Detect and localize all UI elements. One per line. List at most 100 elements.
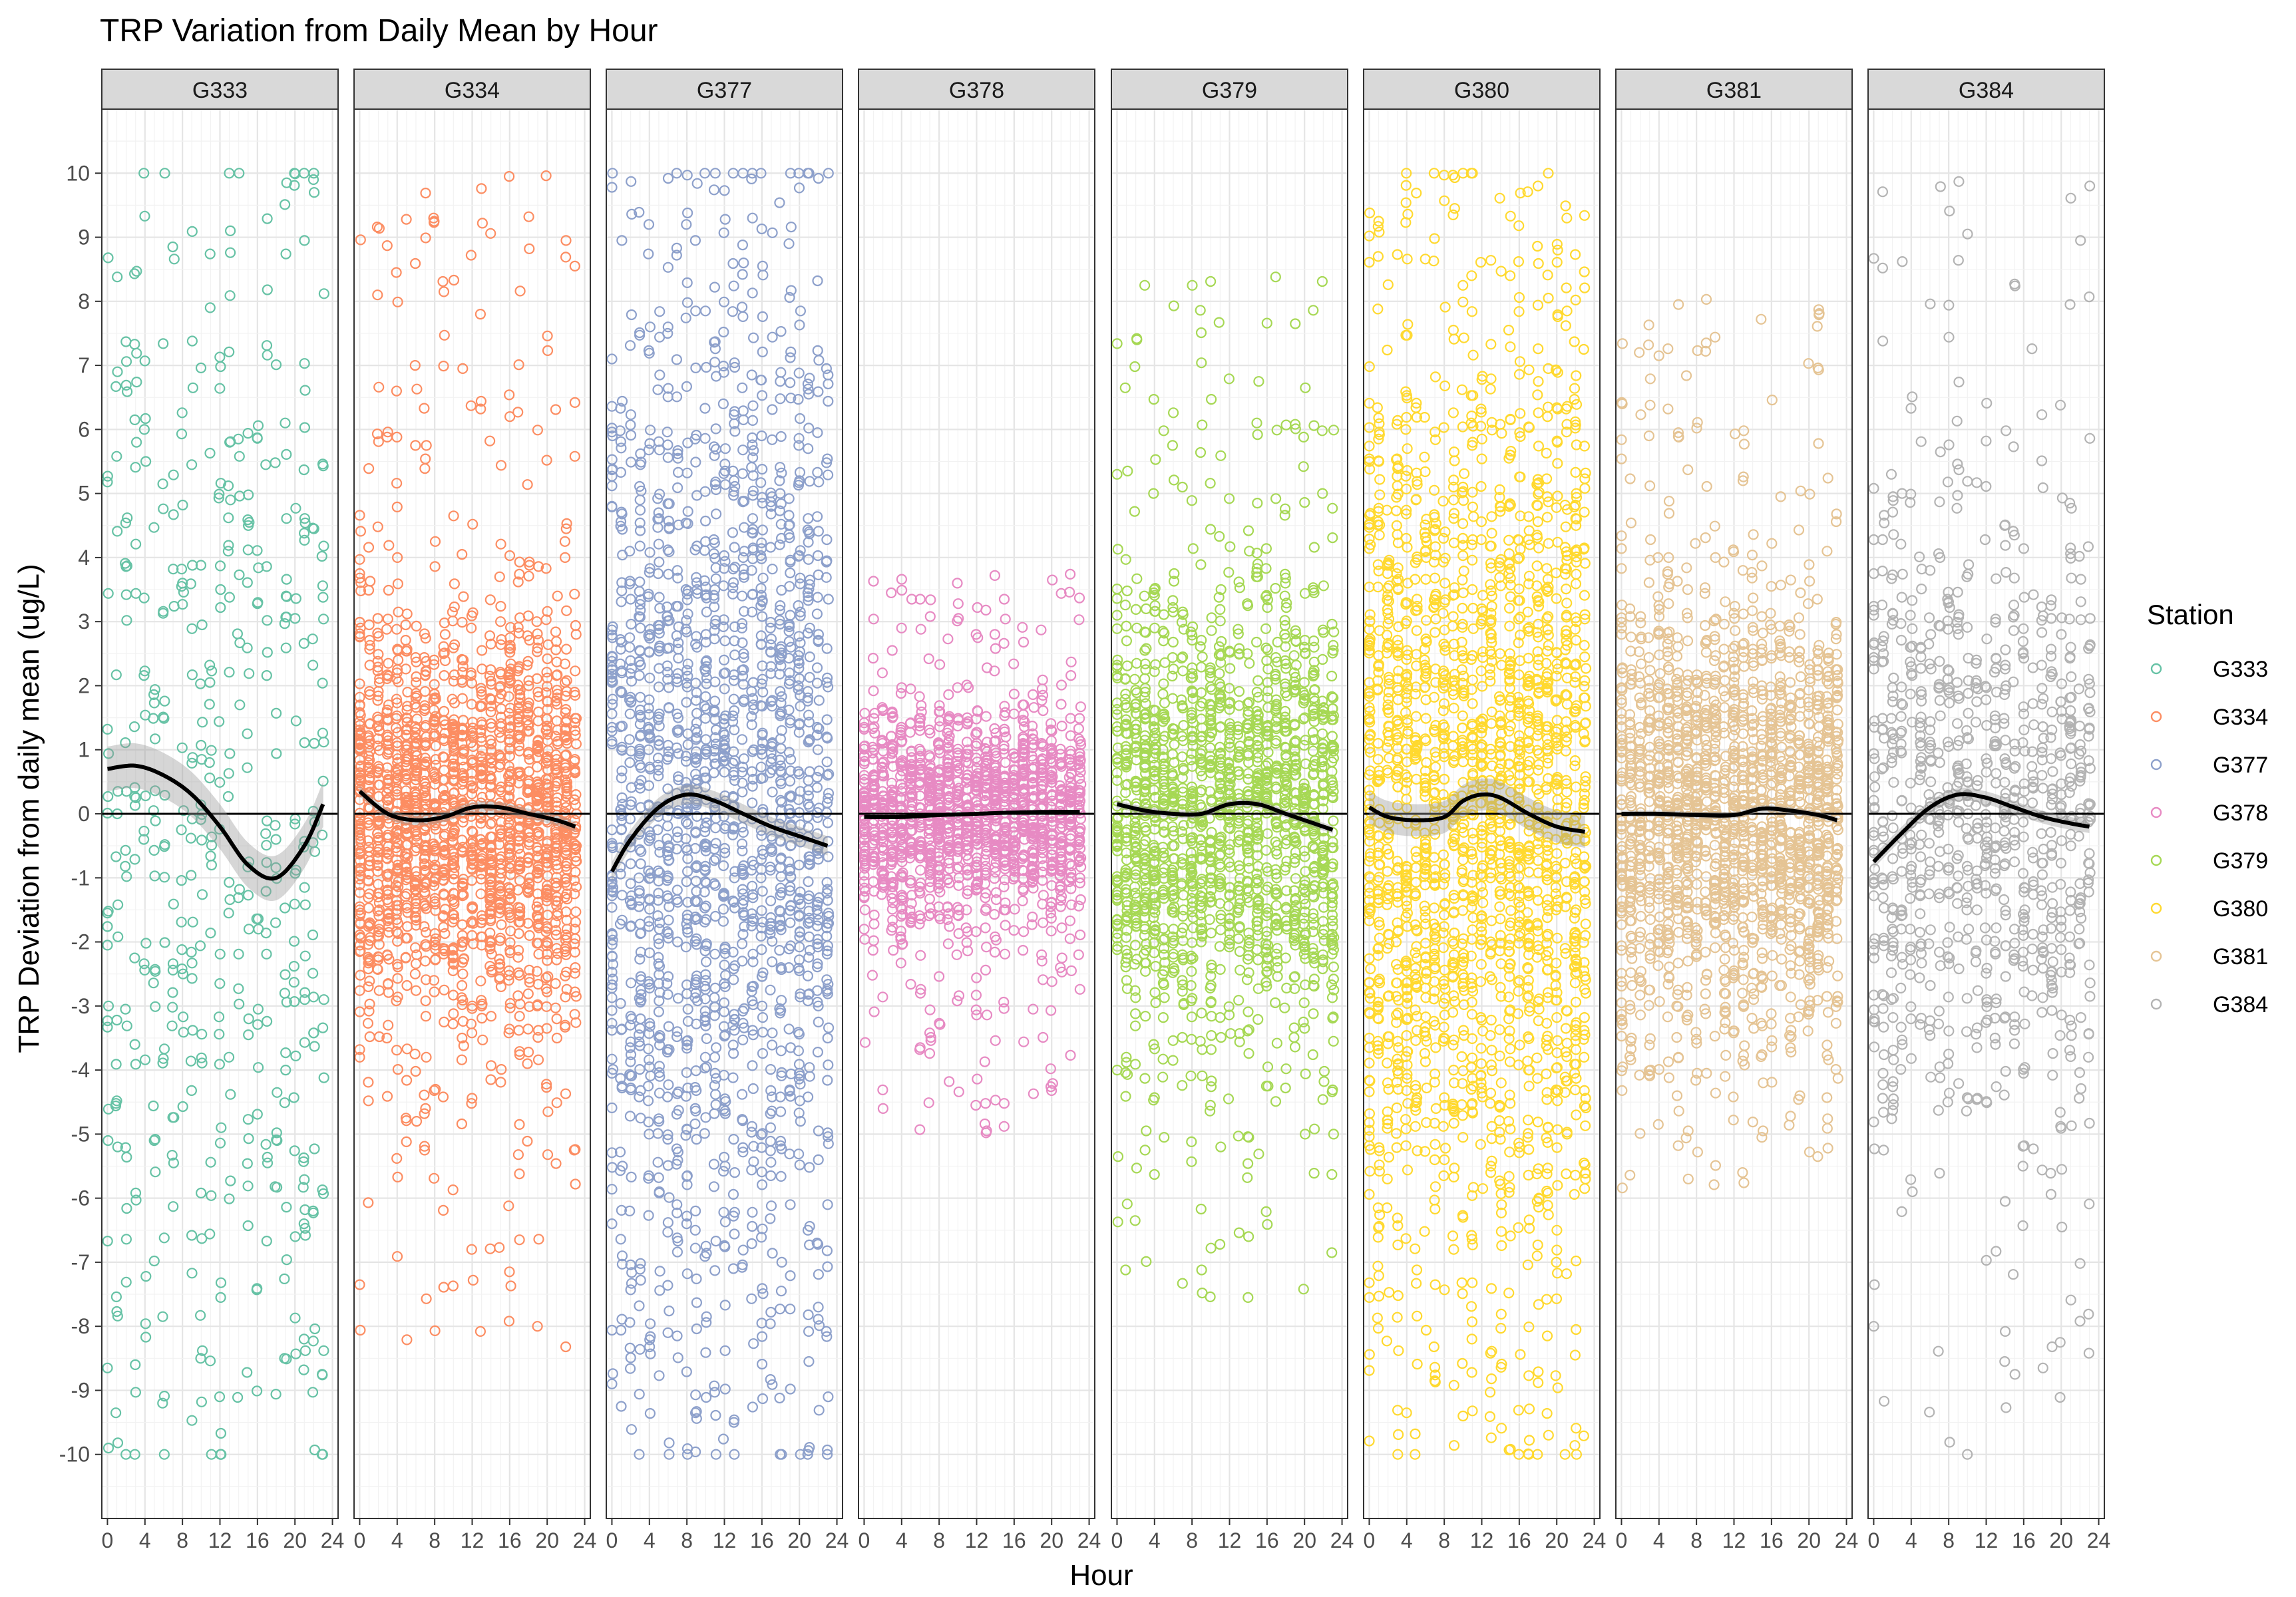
- data-point: [204, 757, 215, 769]
- data-point: [159, 695, 170, 707]
- data-point: [186, 946, 197, 958]
- data-point: [185, 1055, 196, 1067]
- data-point: [167, 1001, 178, 1013]
- data-point: [252, 1109, 263, 1120]
- data-point: [560, 1088, 572, 1099]
- data-point: [121, 560, 132, 572]
- data-point: [262, 615, 273, 626]
- data-point: [354, 554, 365, 565]
- data-point: [148, 1100, 159, 1112]
- data-point: [503, 171, 515, 182]
- data-point: [102, 723, 113, 735]
- data-point: [532, 739, 544, 751]
- data-point: [299, 1345, 311, 1356]
- data-point: [176, 407, 188, 419]
- data-point: [158, 1391, 170, 1402]
- data-point: [168, 1201, 179, 1212]
- data-point: [187, 916, 198, 928]
- data-point: [271, 1127, 282, 1139]
- data-point: [243, 1013, 254, 1025]
- data-point: [299, 1204, 311, 1216]
- data-point: [206, 831, 218, 842]
- data-point: [196, 1396, 207, 1407]
- data-point: [214, 716, 225, 727]
- data-point: [195, 814, 206, 825]
- data-point: [280, 248, 291, 260]
- data-point: [224, 894, 236, 906]
- data-point: [561, 893, 573, 905]
- data-point: [177, 578, 188, 589]
- data-point: [120, 1003, 131, 1015]
- data-point: [149, 964, 161, 976]
- data-point: [280, 1064, 291, 1076]
- data-point: [234, 998, 245, 1010]
- data-point: [214, 488, 225, 500]
- data-point: [224, 1193, 235, 1204]
- data-point: [168, 1157, 179, 1168]
- data-point: [542, 345, 554, 357]
- data-point: [402, 686, 413, 698]
- x-tick-label: 4: [644, 1528, 656, 1552]
- data-point: [139, 210, 150, 222]
- data-point: [195, 1310, 206, 1321]
- data-point: [270, 820, 281, 831]
- data-point: [148, 697, 160, 709]
- data-point: [234, 450, 245, 462]
- data-point: [243, 1133, 254, 1145]
- data-point: [138, 825, 150, 837]
- data-point: [290, 1348, 301, 1359]
- x-tick-label: 20: [283, 1528, 307, 1552]
- data-point: [129, 268, 140, 279]
- data-point: [158, 1053, 169, 1064]
- data-point: [186, 757, 198, 769]
- data-point: [439, 647, 450, 659]
- data-point: [270, 917, 282, 928]
- data-point: [318, 1345, 329, 1356]
- data-point: [102, 476, 113, 488]
- data-point: [307, 633, 318, 645]
- data-point: [281, 448, 292, 460]
- data-point: [130, 538, 142, 550]
- data-point: [307, 1387, 319, 1398]
- data-point: [138, 424, 150, 435]
- data-point: [448, 642, 459, 653]
- data-point: [299, 1037, 310, 1048]
- data-point: [130, 1387, 141, 1398]
- data-point: [289, 898, 300, 910]
- x-tick-label: 8: [176, 1528, 188, 1552]
- data-point: [318, 540, 329, 552]
- data-point: [121, 871, 132, 882]
- data-point: [308, 1027, 319, 1039]
- data-point: [279, 1273, 290, 1285]
- data-point: [457, 363, 469, 375]
- data-point: [130, 1359, 141, 1370]
- data-point: [129, 1039, 140, 1050]
- data-point: [465, 250, 477, 261]
- data-point: [270, 862, 282, 874]
- data-point: [524, 243, 535, 254]
- points-g333: [102, 168, 329, 1460]
- data-point: [251, 913, 262, 925]
- data-point: [289, 936, 300, 947]
- data-point: [466, 622, 477, 633]
- data-point: [242, 1220, 254, 1232]
- data-point: [120, 379, 132, 391]
- data-point: [166, 1020, 178, 1031]
- data-point: [204, 447, 216, 459]
- data-point: [206, 1449, 217, 1460]
- data-point: [225, 494, 236, 506]
- data-point: [224, 346, 235, 358]
- data-point: [223, 540, 234, 551]
- data-point: [215, 1277, 227, 1288]
- data-point: [196, 889, 208, 900]
- data-point: [242, 577, 253, 588]
- data-point: [214, 560, 226, 572]
- data-point: [214, 948, 226, 960]
- data-point: [205, 1156, 216, 1168]
- data-point: [233, 433, 244, 444]
- data-point: [110, 381, 122, 393]
- data-point: [400, 663, 411, 675]
- data-point: [214, 977, 226, 989]
- data-point: [185, 578, 196, 590]
